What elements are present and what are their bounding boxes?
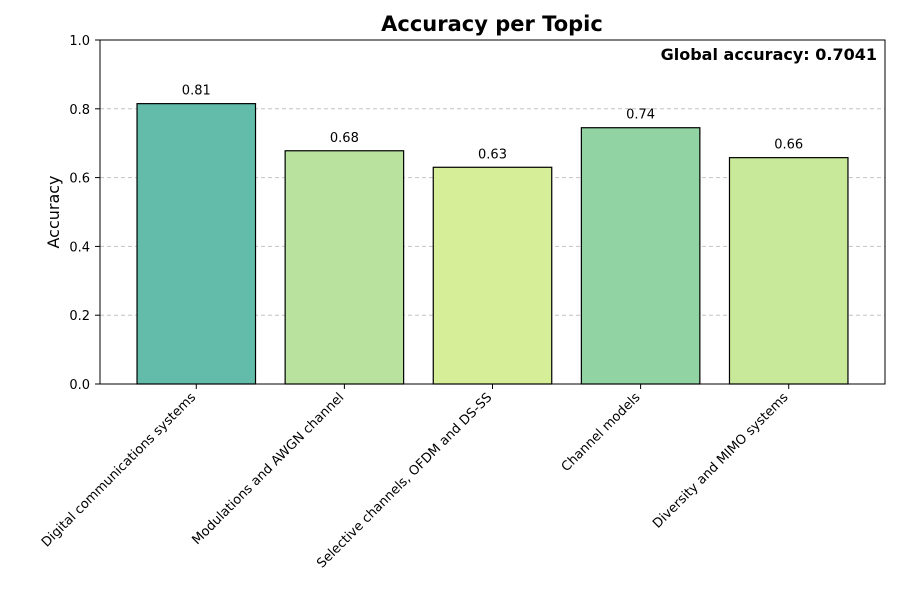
y-tick-label: 0.2 (69, 309, 90, 324)
bar-value-label: 0.63 (478, 147, 507, 162)
bar-value-label: 0.74 (626, 108, 655, 123)
y-tick-label: 0.6 (69, 172, 90, 187)
y-axis-ticks: 0.0 0.2 0.4 0.6 0.8 1.0 (69, 34, 100, 393)
bar (580, 127, 701, 385)
x-tick-label: Channel models (559, 390, 644, 475)
bar (136, 103, 257, 385)
plot-area-frame (99, 39, 886, 385)
y-tick-label: 0.4 (69, 240, 90, 255)
value-labels: 0.81 0.68 0.63 0.74 0.66 (182, 84, 803, 163)
y-tick-label: 0.0 (69, 378, 90, 393)
bar (728, 157, 849, 385)
global-accuracy-annotation: Global accuracy: 0.7041 (661, 45, 877, 64)
x-tick-label: Digital communications systems (39, 390, 199, 550)
x-tick-label: Diversity and MIMO systems (650, 390, 792, 532)
bar-value-label: 0.66 (774, 138, 803, 153)
bar (432, 166, 553, 385)
y-tick-label: 1.0 (69, 34, 90, 49)
chart-title: Accuracy per Topic (381, 12, 603, 36)
bar-value-label: 0.68 (330, 131, 359, 146)
bar (284, 150, 405, 385)
x-tick-label: Modulations and AWGN channel (189, 390, 347, 548)
bars (136, 103, 849, 385)
bar-value-label: 0.81 (182, 84, 211, 99)
y-axis-label: Accuracy (44, 175, 63, 248)
x-axis-ticks: Digital communications systemsModulation… (39, 384, 792, 571)
y-tick-label: 0.8 (69, 103, 90, 118)
x-tick-label: Selective channels, OFDM and DS-SS (314, 390, 495, 571)
